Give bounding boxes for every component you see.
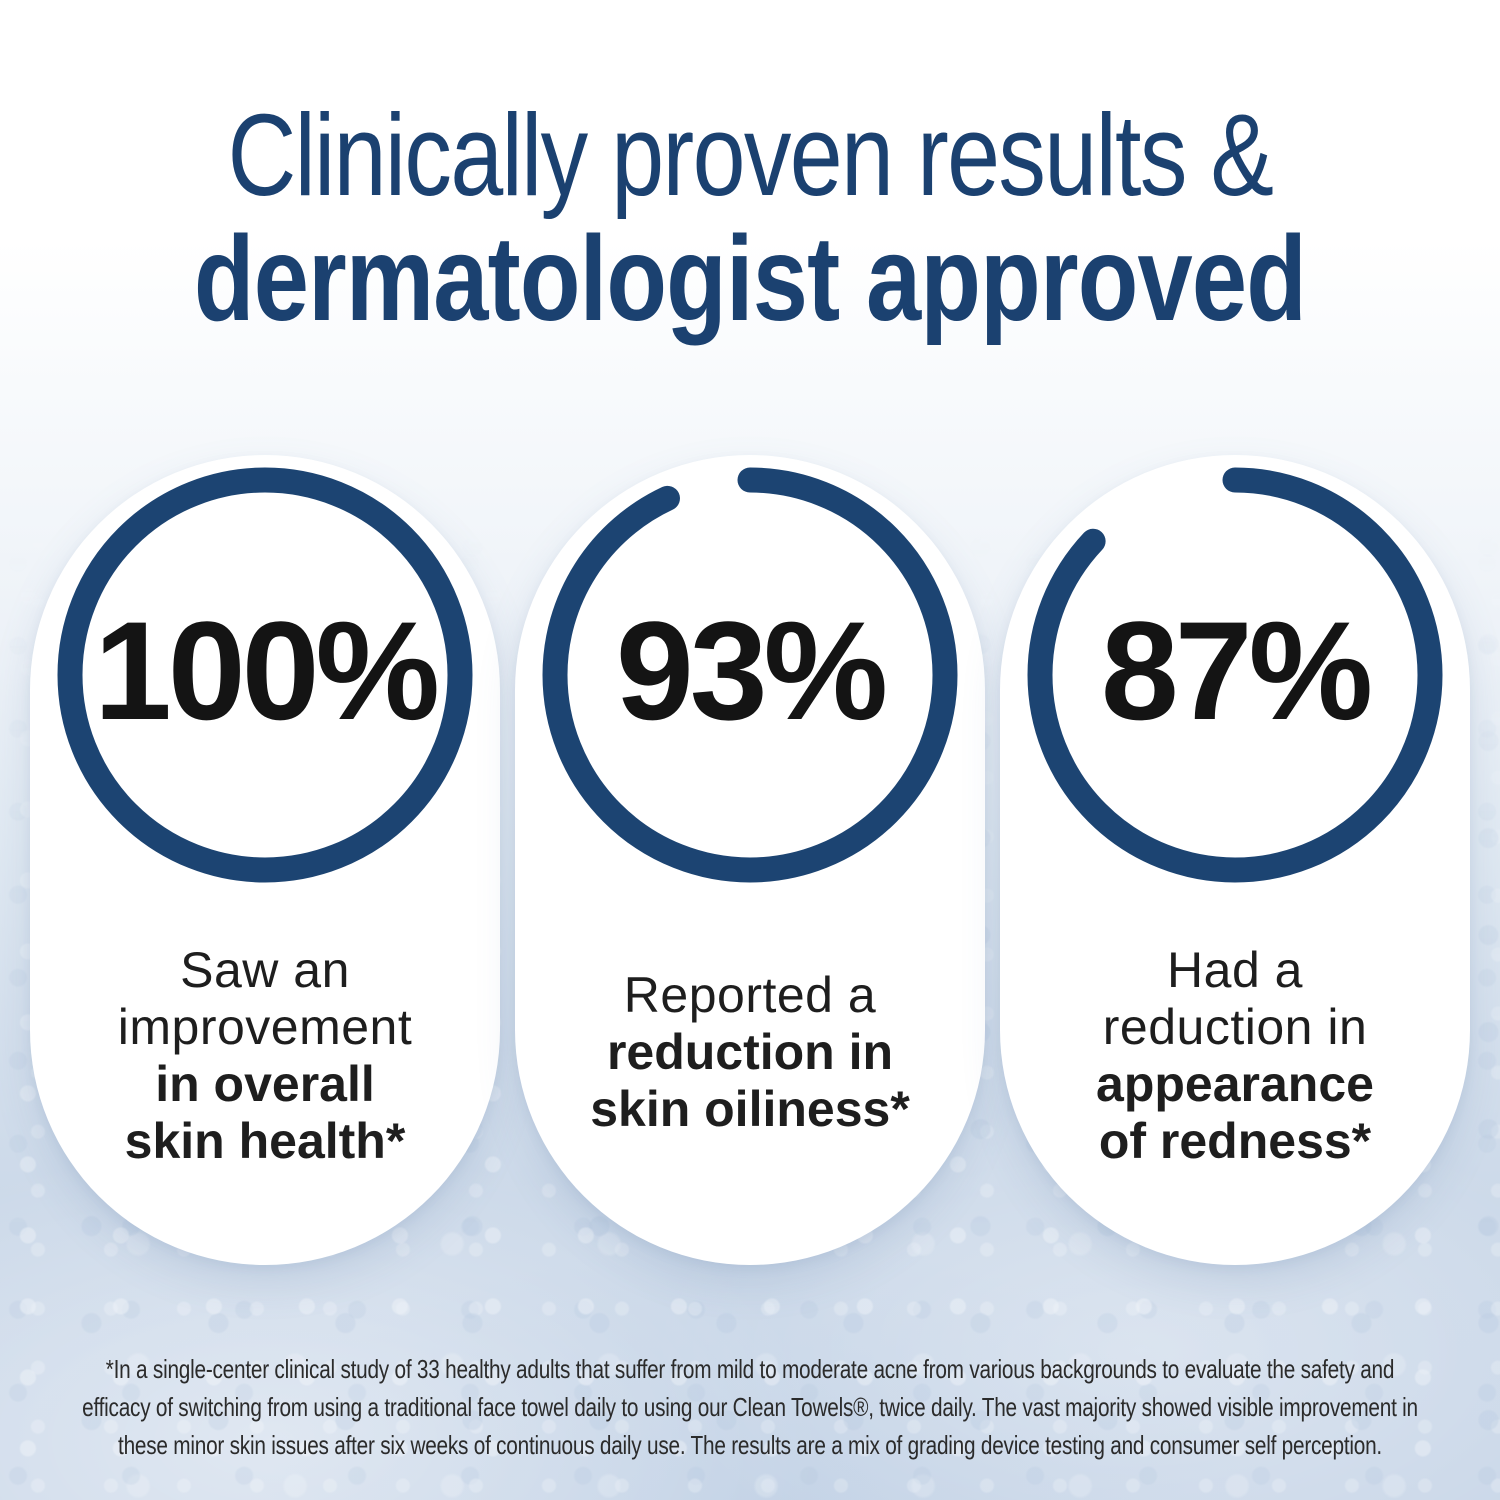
page-title-line2: dermatologist approved: [193, 210, 1307, 346]
progress-ring-icon: [542, 467, 958, 883]
stat-description-line: improvement: [117, 999, 413, 1055]
stat-description-line: in overall: [155, 1056, 375, 1112]
progress-ring-icon: [1027, 467, 1443, 883]
stat-description-line: Reported a: [623, 967, 877, 1023]
stat-description: Reported a reduction in skin oiliness*: [515, 967, 985, 1138]
stat-description: Saw an improvement in overall skin healt…: [30, 942, 500, 1170]
stat-percent: 100%: [93, 592, 440, 749]
progress-ring-icon: [57, 467, 473, 883]
stat-description-line: of redness*: [1098, 1113, 1372, 1169]
disclaimer-line: efficacy of switching from using a tradi…: [82, 1392, 1418, 1422]
stat-percent: 93%: [615, 592, 888, 749]
page-title-line1: Clinically proven results &: [227, 90, 1274, 220]
stat-card-skin-health: 100% Saw an improvement in overall skin …: [30, 455, 500, 1265]
page-title: Clinically proven results & dermatologis…: [135, 95, 1365, 341]
stat-description-line: skin oiliness*: [590, 1081, 910, 1137]
disclaimer-line: *In a single-center clinical study of 33…: [105, 1354, 1395, 1384]
stat-card-skin-oiliness: 93% Reported a reduction in skin oilines…: [515, 455, 985, 1265]
disclaimer-footnote: *In a single-center clinical study of 33…: [6, 1350, 1494, 1464]
stat-cards-row: 100% Saw an improvement in overall skin …: [30, 455, 1470, 1265]
stat-card-redness: 87% Had a reduction in appearance of red…: [1000, 455, 1470, 1265]
stat-description-line: reduction in: [606, 1024, 894, 1080]
stat-description-line: Saw an: [180, 942, 350, 998]
stat-percent: 87%: [1100, 592, 1373, 749]
stat-description-line: appearance: [1096, 1056, 1374, 1112]
stat-description-line: skin health*: [124, 1113, 406, 1169]
stat-description-line: Had a: [1167, 942, 1303, 998]
stat-description-line: reduction in: [1102, 999, 1368, 1055]
stat-description: Had a reduction in appearance of redness…: [1000, 942, 1470, 1170]
disclaimer-line: these minor skin issues after six weeks …: [118, 1430, 1382, 1460]
